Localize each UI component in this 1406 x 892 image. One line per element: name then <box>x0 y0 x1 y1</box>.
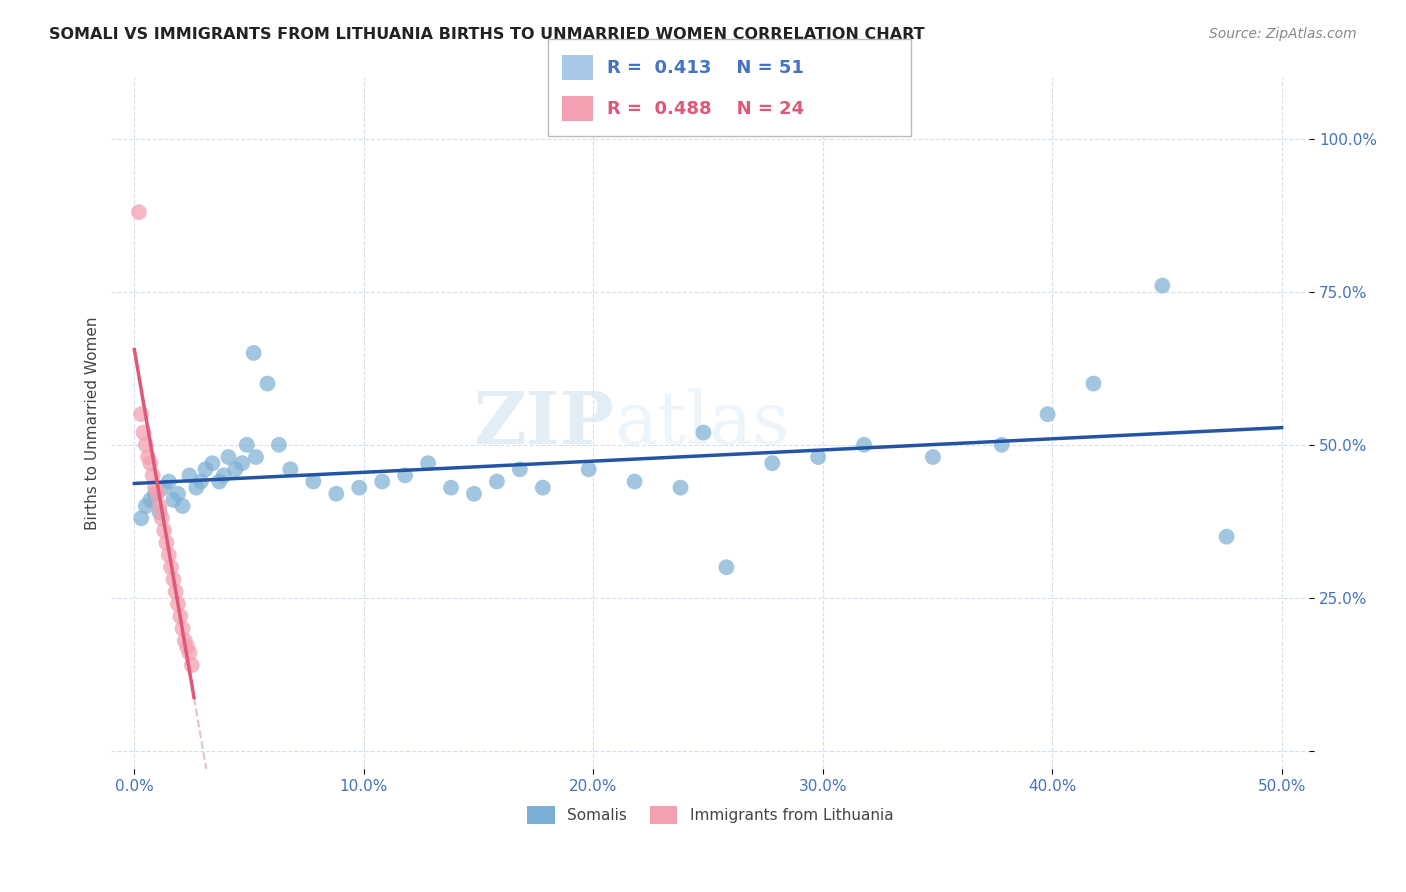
Point <box>149 499 172 513</box>
Point <box>128 205 150 219</box>
Text: R =  0.488    N = 24: R = 0.488 N = 24 <box>607 100 804 118</box>
Text: R =  0.413    N = 51: R = 0.413 N = 51 <box>607 59 804 77</box>
Point <box>761 456 783 470</box>
Point <box>578 462 600 476</box>
Point <box>623 475 645 489</box>
Point <box>416 456 439 470</box>
Point <box>157 548 180 562</box>
Point <box>146 487 169 501</box>
Point <box>256 376 278 391</box>
Point <box>132 425 155 440</box>
Point <box>167 597 190 611</box>
Point <box>267 438 290 452</box>
Point <box>139 456 162 470</box>
Point <box>179 468 201 483</box>
Point <box>349 481 371 495</box>
Point <box>208 475 231 489</box>
Point <box>135 499 157 513</box>
Point <box>325 487 347 501</box>
Point <box>162 492 184 507</box>
Legend: Somalis, Immigrants from Lithuania: Somalis, Immigrants from Lithuania <box>527 806 893 824</box>
Point <box>129 407 152 421</box>
Point <box>169 609 191 624</box>
Point <box>139 492 162 507</box>
Point <box>212 468 235 483</box>
Text: Source: ZipAtlas.com: Source: ZipAtlas.com <box>1209 27 1357 41</box>
Point <box>155 535 177 549</box>
Point <box>224 462 246 476</box>
Point <box>143 487 166 501</box>
Point <box>129 511 152 525</box>
Point <box>149 505 172 519</box>
Point <box>853 438 876 452</box>
Point <box>242 346 264 360</box>
Point <box>231 456 253 470</box>
Point <box>176 640 198 654</box>
Y-axis label: Births to Unmarried Women: Births to Unmarried Women <box>86 317 100 530</box>
Point <box>162 573 184 587</box>
Point <box>692 425 714 440</box>
Point <box>236 438 259 452</box>
Point <box>167 487 190 501</box>
Point <box>531 481 554 495</box>
Point <box>302 475 325 489</box>
Text: atlas: atlas <box>614 388 790 458</box>
Point <box>142 468 165 483</box>
Point <box>153 481 176 495</box>
Point <box>157 475 180 489</box>
Point <box>1215 530 1237 544</box>
Text: ZIP: ZIP <box>474 388 614 458</box>
Point <box>280 462 302 476</box>
Point <box>186 481 208 495</box>
Point <box>245 450 267 464</box>
Point <box>143 481 166 495</box>
Point <box>194 462 217 476</box>
Point <box>669 481 692 495</box>
Point <box>217 450 239 464</box>
Point <box>990 438 1012 452</box>
Point <box>716 560 738 574</box>
Point <box>463 487 485 501</box>
Point <box>485 475 508 489</box>
Point <box>136 450 159 464</box>
Point <box>165 584 187 599</box>
Point <box>394 468 416 483</box>
Text: SOMALI VS IMMIGRANTS FROM LITHUANIA BIRTHS TO UNMARRIED WOMEN CORRELATION CHART: SOMALI VS IMMIGRANTS FROM LITHUANIA BIRT… <box>49 27 925 42</box>
Point <box>1036 407 1059 421</box>
Point <box>135 438 157 452</box>
Point <box>1083 376 1105 391</box>
Point <box>179 646 201 660</box>
Point <box>160 560 183 574</box>
Point <box>371 475 394 489</box>
Point <box>509 462 531 476</box>
Point <box>150 511 173 525</box>
Point <box>190 475 212 489</box>
Point <box>922 450 945 464</box>
Point <box>172 499 194 513</box>
Point <box>173 633 195 648</box>
Point <box>172 622 194 636</box>
Point <box>153 524 176 538</box>
Point <box>201 456 224 470</box>
Point <box>1152 278 1174 293</box>
Point <box>440 481 463 495</box>
Point <box>807 450 830 464</box>
Point <box>180 658 202 673</box>
